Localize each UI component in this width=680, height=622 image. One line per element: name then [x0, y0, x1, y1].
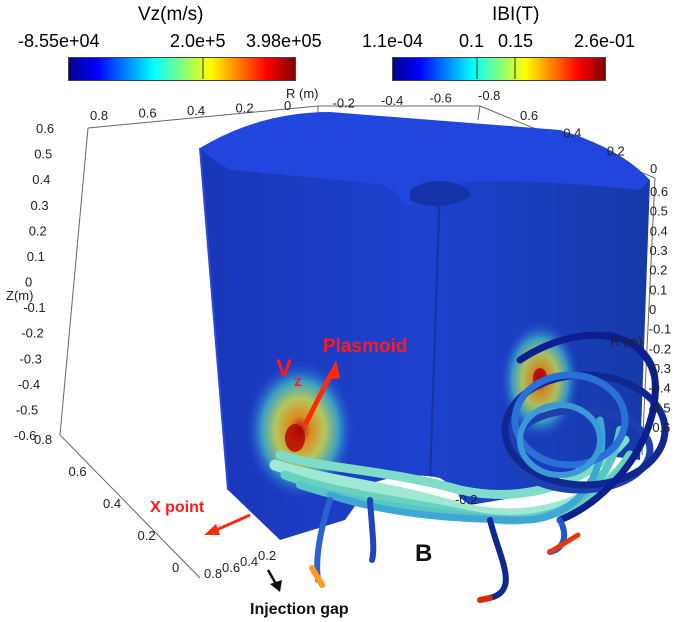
top-face	[200, 112, 650, 206]
bottom-axis-tick: 0.2	[258, 548, 276, 563]
right-z-axis-tick: -0.2	[649, 341, 671, 356]
bottom-left-axis-tick: 0.4	[103, 496, 121, 511]
top-axis-tick: 0	[284, 98, 291, 113]
vz-subscript: z	[294, 373, 302, 390]
bottom-axis-tick: 0.4	[240, 554, 258, 569]
z-axis-tick: 0.4	[32, 172, 50, 187]
bottom-left-axis-tick: 0.8	[34, 432, 52, 447]
top-axis-tick: -0.2	[333, 96, 355, 111]
vz-colorbar	[68, 57, 296, 81]
b-colorbar-mid1-label: 0.1	[459, 31, 485, 51]
right-z-axis-tick: -0.4	[648, 381, 670, 396]
right-top-axis-tick: 0.4	[563, 126, 581, 141]
r-axis-label-right: R (m)	[610, 334, 643, 349]
top-axis-tick: -0.8	[478, 88, 500, 103]
bottom-axis-tick: 0.6	[222, 560, 240, 575]
injection-gap-label: Injection gap	[250, 601, 349, 618]
right-top-axis-tick: 0.2	[607, 143, 625, 158]
b-colorbar	[392, 57, 606, 81]
right-z-axis-tick: -0.5	[648, 400, 670, 415]
right-z-axis-tick: 0.3	[650, 243, 668, 258]
z-axis-tick: -0.2	[21, 326, 43, 341]
right-z-axis-tick: 0.2	[649, 263, 667, 278]
vz-colorbar-mid-label: 2.0e+5	[170, 31, 226, 51]
bottom-axis-tick: 0.8	[204, 566, 222, 581]
right-z-axis-tick: 0.1	[649, 282, 667, 297]
right-z-axis-tick: 0	[649, 302, 656, 317]
top-axis-tick: 0.6	[139, 106, 157, 121]
b-colorbar-title: IBI(T)	[492, 4, 540, 25]
magnetic-flux-tubes	[269, 331, 669, 603]
top-axis-tick: 0.8	[90, 108, 108, 123]
right-z-axis-tick: -0.1	[649, 322, 671, 337]
bottom-left-axis-tick: 0	[172, 560, 179, 575]
top-axis-tick: -0.4	[381, 93, 403, 108]
top-axis-tick: -0.6	[430, 91, 452, 106]
right-z-axis-tick: 0.6	[650, 184, 668, 199]
bottom-left-axis-tick: 0.2	[138, 528, 156, 543]
bottom-mid-tick: -0.2	[455, 492, 477, 507]
b-colorbar-mid2-label: 0.15	[498, 31, 534, 51]
z-axis-tick: -0.3	[20, 351, 42, 366]
vz-colorbar-max-label: 3.98e+05	[246, 31, 322, 51]
top-axis-tick: 0.4	[187, 103, 205, 118]
z-axis-tick: -0.1	[23, 300, 45, 315]
z-axis-label: Z(m)	[6, 288, 33, 303]
plasmoid-label: Plasmoid	[323, 336, 407, 357]
r-axis-label: R (m)	[286, 86, 319, 101]
b-colorbar-min-label: 1.1e-04	[362, 31, 424, 51]
injection-gap-arrow	[266, 569, 282, 592]
vz-arrow	[302, 360, 340, 427]
b-field-label: B	[415, 540, 432, 567]
z-axis-tick: 0.2	[29, 223, 47, 238]
x-point-label: X point	[150, 499, 205, 516]
x-point-arrow	[204, 513, 251, 535]
right-top-axis-tick: 0.6	[520, 108, 538, 123]
top-axis-tick: 0.2	[236, 101, 254, 116]
z-axis-tick: 0.1	[27, 249, 45, 264]
z-axis-tick: -0.5	[16, 402, 38, 417]
z-axis-tick: 0.3	[31, 198, 49, 213]
z-axis-tick: 0.5	[34, 147, 52, 162]
b-colorbar-max-label: 2.6e-01	[574, 31, 636, 51]
vz-colorbar-min-label: -8.55e+04	[18, 31, 100, 51]
z-axis-tick: 0.6	[36, 121, 54, 136]
right-z-axis-tick: -0.3	[649, 361, 671, 376]
z-axis-tick: 0	[25, 275, 32, 290]
right-z-axis-tick: -0.6	[648, 420, 670, 435]
z-axis-tick: -0.4	[18, 377, 40, 392]
bottom-left-axis-tick: 0.6	[69, 464, 87, 479]
right-top-axis-tick: 0	[650, 161, 657, 176]
right-z-axis-tick: 0.4	[650, 223, 668, 238]
z-axis-tick: -0.6	[14, 428, 36, 443]
vz-colorbar-title: Vz(m/s)	[138, 4, 204, 25]
vz-label: V	[276, 355, 292, 382]
right-z-axis-tick: 0.5	[650, 204, 668, 219]
